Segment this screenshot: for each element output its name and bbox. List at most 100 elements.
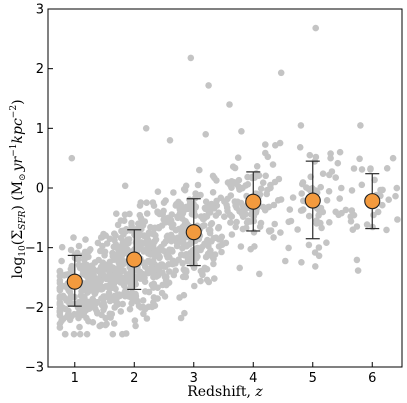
scatter-point: [218, 248, 225, 256]
scatter-point: [358, 181, 366, 189]
scatter-point: [197, 246, 204, 254]
scatter-point: [265, 227, 273, 234]
scatter-point: [146, 258, 153, 265]
scatter-point: [383, 165, 391, 172]
scatter-point: [221, 198, 228, 205]
scatter-point: [208, 238, 215, 245]
scatter-point: [162, 277, 170, 284]
scatter-point: [131, 317, 139, 324]
scatter-point: [356, 155, 363, 163]
scatter-point: [169, 248, 176, 255]
scatter-point: [119, 330, 126, 338]
scatter-point: [103, 240, 111, 247]
scatter-point: [208, 200, 215, 208]
scatter-point: [207, 221, 215, 228]
scatter-point: [234, 154, 242, 161]
scatter-point: [172, 202, 180, 209]
scatter-point: [84, 279, 91, 286]
scatter-point: [83, 330, 91, 338]
scatter-point: [91, 290, 99, 298]
marker-layer: [66, 192, 381, 290]
scatter-point: [202, 198, 210, 205]
scatter-point: [111, 236, 118, 244]
scatter-point: [110, 320, 118, 327]
scatter-point: [315, 252, 323, 260]
scatter-point: [168, 211, 176, 218]
scatter-point: [205, 82, 212, 89]
scatter-point: [323, 239, 330, 246]
scatter-point: [75, 242, 83, 250]
scatter-point: [211, 275, 218, 282]
scatter-point: [96, 322, 103, 330]
scatter-point: [210, 255, 217, 262]
scatter-point: [132, 239, 140, 246]
scatter-point: [358, 166, 366, 173]
scatter-point: [334, 159, 342, 167]
scatter-point: [155, 252, 162, 259]
scatter-point: [113, 210, 120, 217]
scatter-point: [121, 182, 129, 190]
scatter-layer: [56, 24, 401, 338]
scatter-point: [209, 172, 217, 180]
scatter-point: [228, 213, 236, 220]
scatter-point: [137, 215, 145, 222]
scatter-point: [264, 203, 272, 211]
scatter-point: [124, 290, 131, 298]
scatter-point: [68, 312, 75, 320]
scatter-point: [176, 212, 183, 219]
scatter-point: [233, 204, 240, 211]
x-tick-label: 3: [190, 371, 198, 386]
scatter-point: [56, 285, 64, 292]
scatter-point: [223, 204, 231, 211]
scatter-point: [228, 184, 235, 191]
scatter-point: [102, 314, 109, 322]
scatter-point: [239, 184, 246, 192]
scatter-point: [347, 213, 355, 220]
scatter-point: [68, 262, 76, 270]
scatter-point: [206, 209, 214, 216]
scatter-point: [259, 179, 267, 186]
scatter-point: [68, 154, 76, 162]
x-ticks: 1 2 3 4 5 6: [71, 362, 376, 386]
scatter-point: [82, 272, 90, 279]
scatter-point: [394, 216, 401, 223]
scatter-point: [113, 251, 120, 258]
scatter-point: [297, 122, 305, 129]
scatter-point: [215, 209, 222, 216]
scatter-point: [98, 285, 105, 293]
scatter-point: [315, 212, 322, 219]
scatter-point: [201, 240, 208, 248]
scatter-point: [56, 267, 64, 275]
scatter-point: [61, 330, 69, 338]
scatter-point: [139, 297, 147, 304]
scatter-point: [163, 281, 170, 289]
scatter-point: [242, 210, 249, 218]
scatter-point: [354, 267, 362, 274]
scatter-point: [277, 69, 285, 77]
scatter-point: [164, 215, 171, 223]
scatter-point: [139, 246, 147, 254]
scatter-point: [182, 273, 190, 281]
scatter-point: [257, 185, 265, 192]
scatter-point: [140, 275, 147, 282]
scatter-point: [374, 208, 382, 216]
scatter-point: [347, 218, 355, 225]
scatter-point: [298, 190, 306, 197]
scatter-point: [164, 232, 171, 240]
scatter-point: [237, 243, 245, 250]
scatter-point: [297, 207, 305, 214]
scatter-point: [137, 199, 145, 206]
scatter-point: [67, 246, 75, 254]
scatter-point: [101, 303, 108, 310]
scatter-point: [136, 268, 144, 276]
scatter-point: [121, 211, 129, 218]
scatter-point: [162, 197, 169, 204]
scatter-point: [392, 192, 399, 200]
scatter-point: [294, 226, 301, 233]
scatter-point: [62, 271, 70, 279]
scatter-point: [218, 241, 226, 248]
scatter-point: [323, 197, 331, 204]
scatter-point: [142, 125, 150, 132]
y-tick-label: 0: [36, 182, 44, 197]
scatter-point: [327, 154, 334, 162]
